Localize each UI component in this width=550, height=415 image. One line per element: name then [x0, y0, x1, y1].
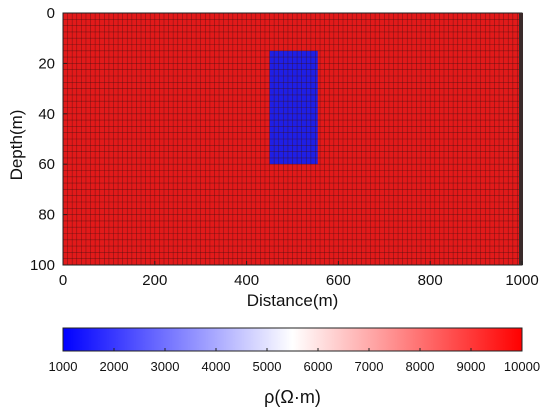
- colorbar-tick-label: 3000: [151, 359, 180, 374]
- x-tick-label: 800: [418, 272, 443, 289]
- x-axis-label: Distance(m): [247, 291, 339, 310]
- x-axis: 0 200 400 600 800 1000: [59, 261, 539, 289]
- y-tick-label: 40: [38, 106, 55, 123]
- y-tick-label: 60: [38, 156, 55, 173]
- y-tick-label: 100: [30, 257, 55, 274]
- y-tick-label: 0: [47, 5, 55, 22]
- mesh-grid: [63, 13, 522, 265]
- x-tick-label: 400: [234, 272, 259, 289]
- colorbar: [62, 327, 523, 352]
- colorbar-tick-label: 10000: [504, 359, 540, 374]
- colorbar-tick-label: 5000: [253, 359, 282, 374]
- colorbar-axis: 1000 2000 3000 4000 5000 6000 7000 8000 9000 1000…: [49, 348, 540, 374]
- y-tick-label: 20: [38, 55, 55, 72]
- colorbar-tick-label: 4000: [202, 359, 231, 374]
- colorbar-tick-label: 1000: [49, 359, 78, 374]
- colorbar-tick-label: 6000: [304, 359, 333, 374]
- x-tick-label: 0: [59, 272, 67, 289]
- colorbar-tick-label: 7000: [355, 359, 384, 374]
- x-tick-label: 1000: [505, 272, 538, 289]
- y-tick-label: 80: [38, 207, 55, 224]
- plot-right-edge: [519, 13, 523, 265]
- colorbar-label: ρ(Ω·m): [264, 387, 321, 407]
- x-tick-label: 600: [326, 272, 351, 289]
- colorbar-tick-label: 2000: [100, 359, 129, 374]
- colorbar-tick-label: 8000: [406, 359, 435, 374]
- y-axis-label: Depth(m): [7, 110, 26, 181]
- y-axis: 0 20 40 60 80 100: [30, 5, 67, 274]
- colorbar-tick-label: 9000: [457, 359, 486, 374]
- x-tick-label: 200: [142, 272, 167, 289]
